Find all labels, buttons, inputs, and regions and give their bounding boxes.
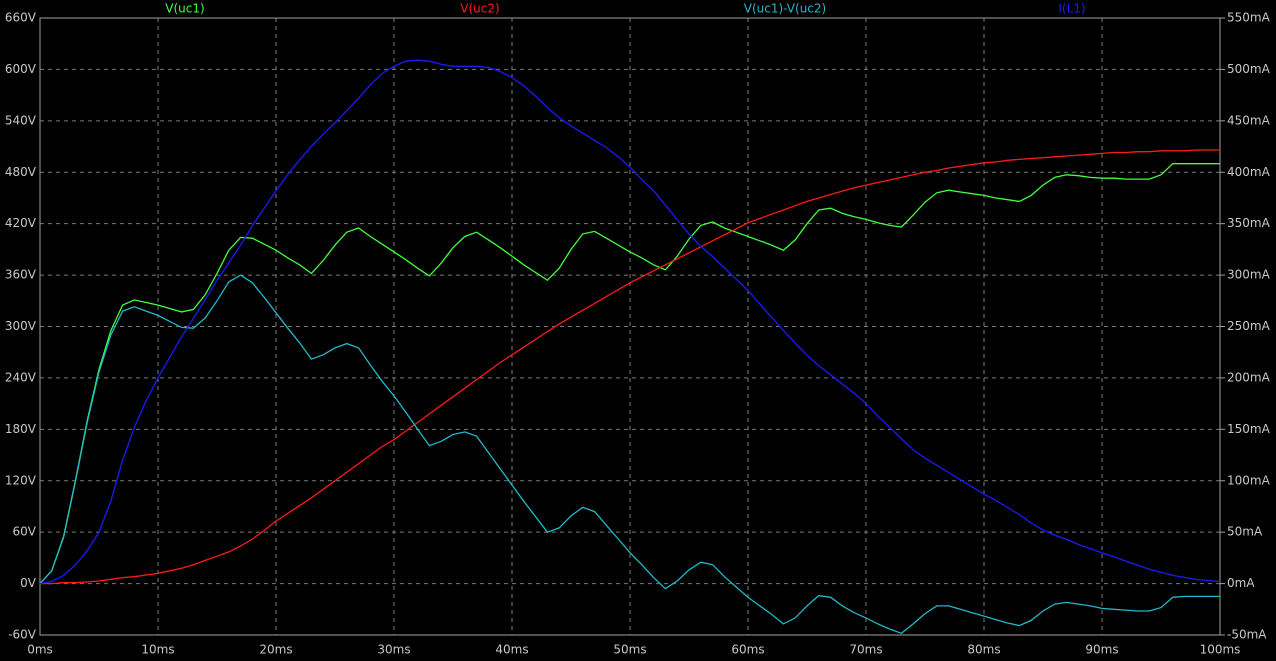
series-line	[40, 149, 1220, 585]
y2-tick-label: -50mA	[1227, 628, 1267, 642]
y2-tick-label: 450mA	[1227, 113, 1271, 127]
y2-tick-label: 50mA	[1227, 525, 1263, 539]
y2-tick-label: 100mA	[1227, 473, 1271, 487]
series-line	[39, 163, 1220, 585]
x-tick-label: 90ms	[1085, 643, 1118, 657]
x-tick-label: 0ms	[27, 643, 53, 657]
x-tick-label: 80ms	[967, 643, 1000, 657]
x-tick-label: 100ms	[1200, 643, 1241, 657]
x-tick-label: 30ms	[377, 643, 410, 657]
y2-tick-label: 550mA	[1227, 11, 1271, 25]
x-tick-label: 20ms	[259, 643, 292, 657]
plot-frame	[39, 17, 1221, 636]
y-tick-label: 540V	[5, 113, 37, 127]
legend-label: V(uc2)	[460, 2, 499, 16]
legend-label: V(uc1)-V(uc2)	[744, 2, 826, 16]
legend-label: V(uc1)	[165, 2, 204, 16]
y-tick-label: 240V	[5, 370, 37, 384]
legend-label: I(L1)	[1058, 2, 1085, 16]
series-line	[39, 59, 1221, 585]
y2-tick-label: 200mA	[1227, 370, 1271, 384]
x-tick-label: 70ms	[849, 643, 882, 657]
y-tick-label: 120V	[5, 473, 37, 487]
y-tick-label: 360V	[5, 268, 37, 282]
y-tick-label: 420V	[5, 216, 37, 230]
series-line	[39, 274, 1220, 635]
x-tick-label: 40ms	[495, 643, 528, 657]
y-tick-label: 0V	[20, 576, 37, 590]
y-tick-label: 480V	[5, 165, 37, 179]
y2-tick-label: 300mA	[1227, 268, 1271, 282]
y-tick-label: 600V	[5, 62, 37, 76]
y-tick-label: -60V	[8, 628, 37, 642]
y2-tick-label: 0mA	[1227, 576, 1255, 590]
y-tick-label: 60V	[13, 525, 37, 539]
y2-tick-label: 250mA	[1227, 319, 1271, 333]
x-tick-label: 60ms	[731, 643, 764, 657]
y2-tick-label: 500mA	[1227, 62, 1271, 76]
y-tick-label: 180V	[5, 422, 37, 436]
y2-tick-label: 150mA	[1227, 422, 1271, 436]
y-tick-label: 660V	[5, 11, 37, 25]
x-tick-label: 50ms	[613, 643, 646, 657]
x-tick-label: 10ms	[141, 643, 174, 657]
y-tick-label: 300V	[5, 319, 37, 333]
y2-tick-label: 350mA	[1227, 216, 1271, 230]
y2-tick-label: 400mA	[1227, 165, 1271, 179]
